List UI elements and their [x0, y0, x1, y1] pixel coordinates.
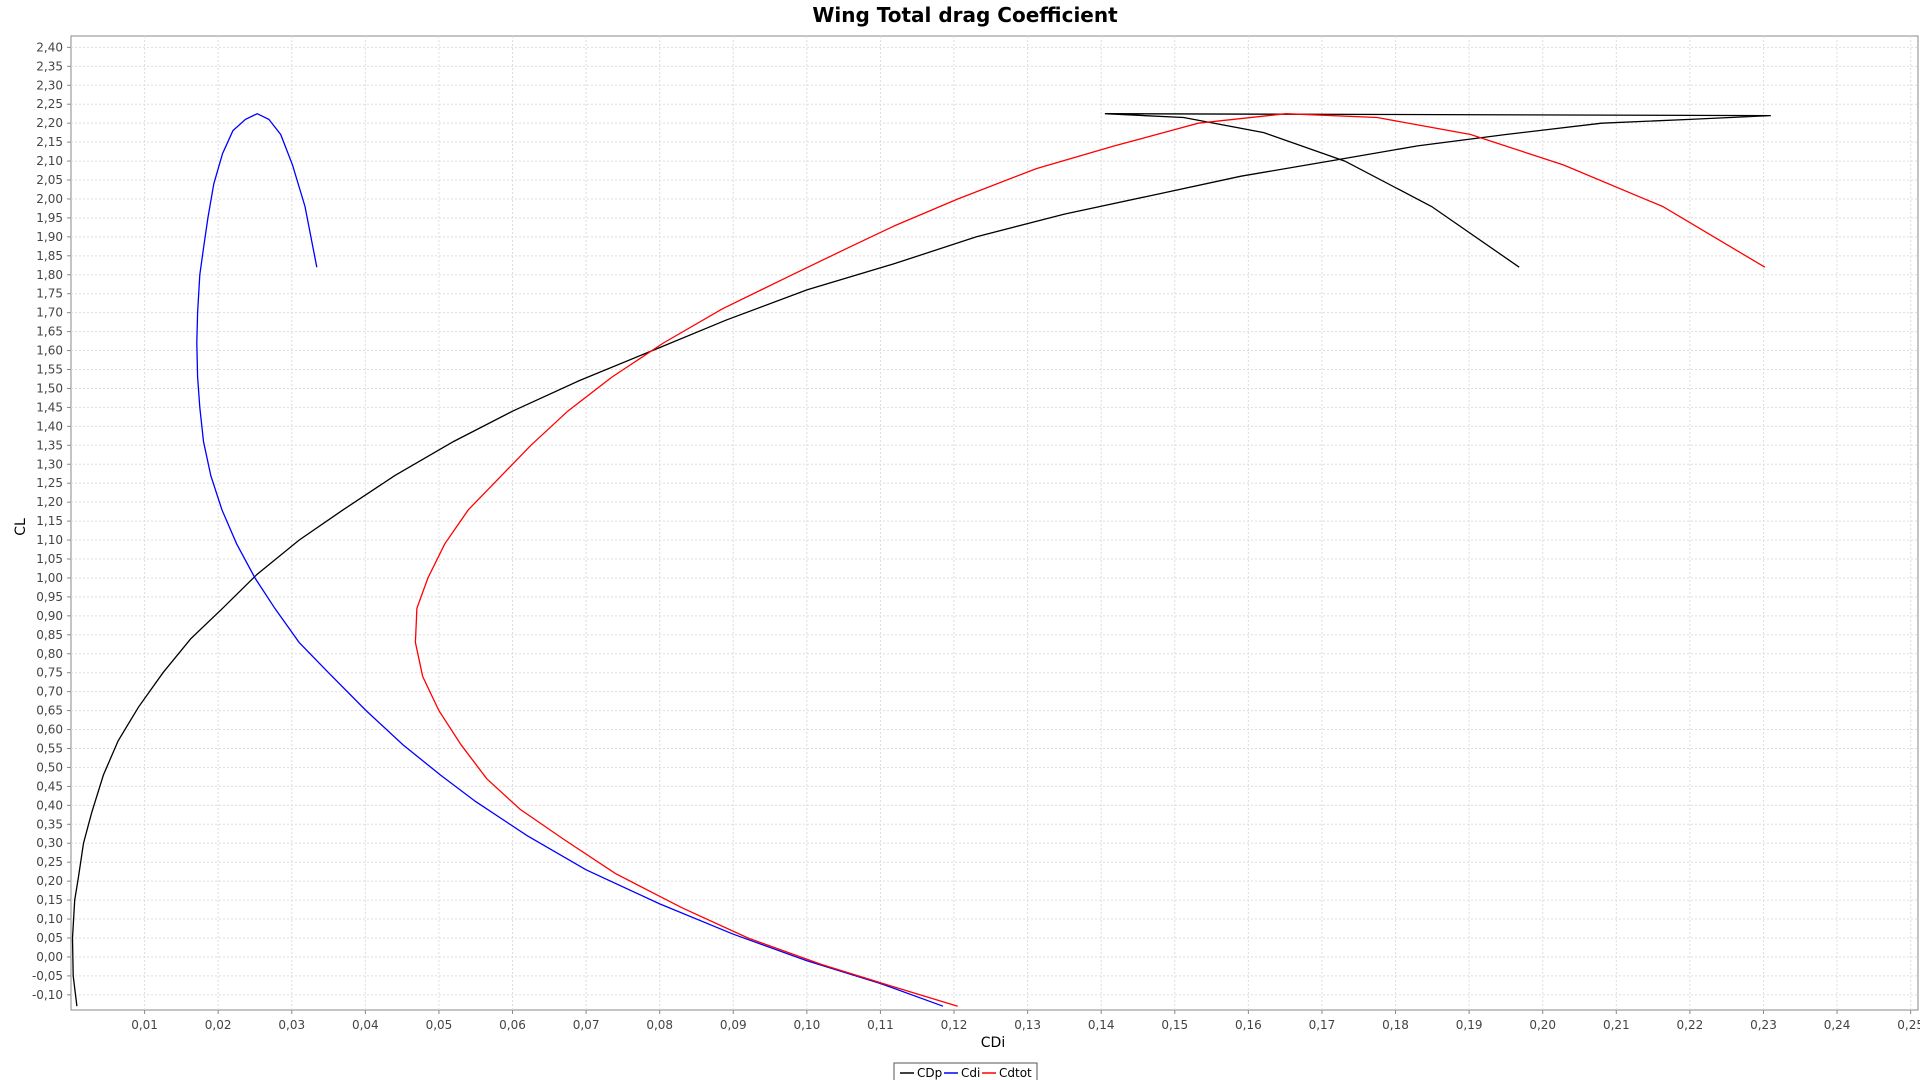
x-tick-label: 0,05 — [426, 1018, 453, 1032]
y-tick-label: 0,10 — [36, 912, 63, 926]
y-tick-label: 2,40 — [36, 40, 63, 54]
y-tick-label: 0,90 — [36, 609, 63, 623]
x-tick-label: 0,13 — [1014, 1018, 1041, 1032]
legend-box — [893, 1062, 1038, 1080]
y-tick-label: 1,20 — [36, 495, 63, 509]
y-tick-label: 0,00 — [36, 950, 63, 964]
series-line-cdtot — [414, 113, 1766, 1007]
y-axis-label: CL — [13, 518, 29, 536]
x-tick-label: 0,15 — [1161, 1018, 1188, 1032]
y-tick-label: 1,65 — [36, 325, 63, 339]
y-tick-label: 1,85 — [36, 249, 63, 263]
y-tick-label: 0,20 — [36, 874, 63, 888]
x-tick-label: 0,20 — [1529, 1018, 1556, 1032]
x-tick-label: 0,11 — [867, 1018, 894, 1032]
series-line-cdp — [71, 113, 1771, 1007]
y-tick-label: 1,30 — [36, 457, 63, 471]
plot-area — [70, 35, 1919, 1011]
y-tick-label: 1,45 — [36, 400, 63, 414]
x-tick-label: 0,06 — [499, 1018, 526, 1032]
series-line-cdi — [196, 112, 944, 1007]
y-tick-label: 1,95 — [36, 211, 63, 225]
x-tick-label: 0,22 — [1677, 1018, 1704, 1032]
x-tick-label: 0,25 — [1897, 1018, 1920, 1032]
y-tick-label: 1,55 — [36, 363, 63, 377]
y-tick-label: 2,15 — [36, 135, 63, 149]
y-tick-label: 0,65 — [36, 704, 63, 718]
y-tick-label: 1,90 — [36, 230, 63, 244]
y-tick-label: 1,50 — [36, 381, 63, 395]
x-tick-label: 0,16 — [1235, 1018, 1262, 1032]
x-tick-label: 0,04 — [352, 1018, 379, 1032]
legend-label: Cdi — [961, 1066, 980, 1080]
chart-title: Wing Total drag Coefficient — [812, 3, 1118, 27]
y-tick-label: 1,15 — [36, 514, 63, 528]
x-tick-label: 0,14 — [1088, 1018, 1115, 1032]
x-axis-label: CDi — [981, 1035, 1005, 1051]
y-tick-label: 1,70 — [36, 306, 63, 320]
x-tick-label: 0,17 — [1309, 1018, 1336, 1032]
x-tick-label: 0,07 — [573, 1018, 600, 1032]
y-tick-label: 2,20 — [36, 116, 63, 130]
y-tick-label: 0,85 — [36, 628, 63, 642]
y-tick-label: 2,35 — [36, 59, 63, 73]
x-tick-label: 0,10 — [793, 1018, 820, 1032]
y-tick-label: 0,80 — [36, 647, 63, 661]
y-tick-label: 1,80 — [36, 268, 63, 282]
y-tick-label: 0,25 — [36, 855, 63, 869]
x-tick-label: 0,19 — [1456, 1018, 1483, 1032]
y-tick-label: 0,40 — [36, 798, 63, 812]
y-tick-label: 1,05 — [36, 552, 63, 566]
y-tick-label: 0,50 — [36, 760, 63, 774]
y-tick-label: 1,75 — [36, 287, 63, 301]
x-tick-label: 0,12 — [941, 1018, 968, 1032]
y-tick-label: 1,00 — [36, 571, 63, 585]
legend-label: CDp — [917, 1066, 942, 1080]
y-tick-label: 2,10 — [36, 154, 63, 168]
x-tick-label: 0,02 — [205, 1018, 232, 1032]
y-tick-label: 1,60 — [36, 344, 63, 358]
y-tick-label: 0,35 — [36, 817, 63, 831]
legend: CDp Cdi Cdtot — [893, 1062, 1038, 1080]
y-tick-label: 0,45 — [36, 779, 63, 793]
x-tick-label: 0,23 — [1750, 1018, 1777, 1032]
y-tick-label: 2,25 — [36, 97, 63, 111]
legend-label: Cdtot — [999, 1066, 1032, 1080]
y-tick-label: 0,95 — [36, 590, 63, 604]
y-tick-label: 2,30 — [36, 78, 63, 92]
series-layer — [71, 112, 1771, 1007]
x-axis: 0,01 0,02 0,03 0,04 0,05 0,06 0,07 0,08 0,09 0,10… — [131, 1010, 1920, 1032]
y-tick-label: 0,05 — [36, 931, 63, 945]
y-tick-label: 0,55 — [36, 741, 63, 755]
y-tick-label: 0,70 — [36, 685, 63, 699]
y-tick-label: 0,60 — [36, 723, 63, 737]
y-tick-label: 1,25 — [36, 476, 63, 490]
y-tick-label: -0,05 — [32, 969, 63, 983]
y-tick-label: 1,40 — [36, 419, 63, 433]
y-tick-label: 0,75 — [36, 666, 63, 680]
x-tick-label: 0,09 — [720, 1018, 747, 1032]
y-tick-label: 0,15 — [36, 893, 63, 907]
y-tick-label: 2,00 — [36, 192, 63, 206]
x-tick-label: 0,24 — [1824, 1018, 1851, 1032]
x-tick-label: 0,08 — [646, 1018, 673, 1032]
y-tick-label: -0,10 — [32, 988, 63, 1002]
y-tick-label: 0,30 — [36, 836, 63, 850]
y-tick-label: 1,35 — [36, 438, 63, 452]
y-axis: -0,10 -0,05 0,00 0,05 0,10 0,15 0,20 0,25 0,30 0,… — [32, 40, 71, 1002]
y-tick-label: 2,05 — [36, 173, 63, 187]
x-tick-label: 0,18 — [1382, 1018, 1409, 1032]
x-tick-label: 0,03 — [278, 1018, 305, 1032]
y-tick-label: 1,10 — [36, 533, 63, 547]
x-tick-label: 0,21 — [1603, 1018, 1630, 1032]
x-tick-label: 0,01 — [131, 1018, 158, 1032]
